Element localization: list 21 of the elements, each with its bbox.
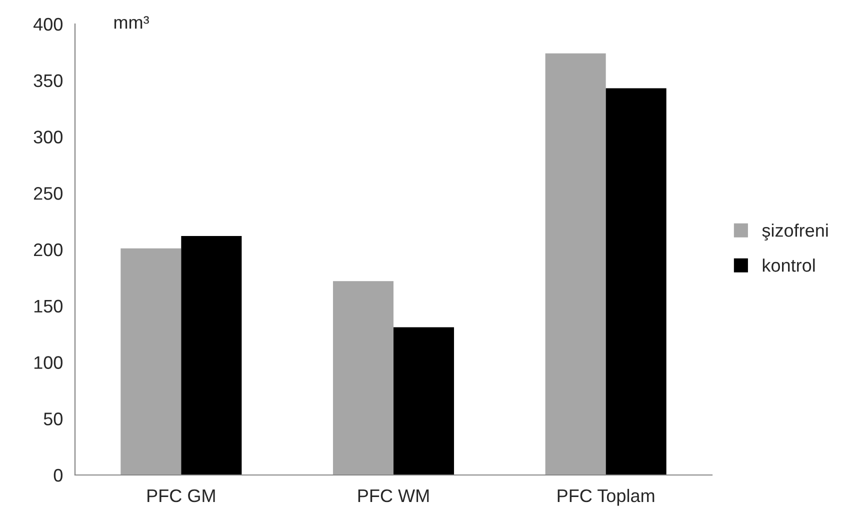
y-tick-label: 50 [44,412,62,426]
y-tick-label: 250 [34,187,62,200]
legend-label: kontrol [762,258,815,272]
y-tick-label: 200 [34,243,62,256]
bar [181,236,242,475]
bar [606,88,666,475]
y-tick-label: 350 [34,74,62,88]
y-tick-label: 100 [34,356,62,369]
x-tick-label: PFC Toplam [558,488,654,506]
bar [394,327,454,475]
y-tick-label: 150 [34,300,62,313]
bar [120,248,182,475]
x-tick-label: PFC WM [358,489,429,502]
x-tick-label: PFC GM [148,489,215,502]
y-tick-label: 0 [54,468,62,482]
y-tick-label: 300 [34,130,62,144]
bar [332,281,394,475]
y-tick-label: 400 [33,18,62,31]
y-axis-title: mm³ [114,16,149,29]
bar [545,53,606,475]
legend-label: şizofreni [762,224,828,241]
